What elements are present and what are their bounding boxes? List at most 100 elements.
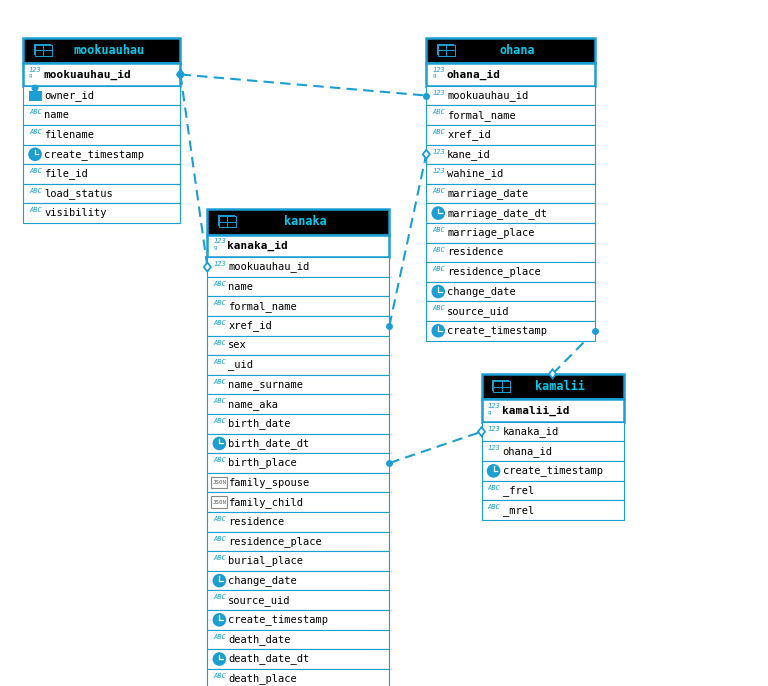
Bar xyxy=(23,63,180,86)
Bar xyxy=(426,164,595,184)
Text: create_timestamp: create_timestamp xyxy=(502,465,603,476)
Text: JSON: JSON xyxy=(213,499,227,505)
Bar xyxy=(35,45,51,56)
Circle shape xyxy=(432,285,445,298)
Text: _uid: _uid xyxy=(228,359,253,370)
Text: ABC: ABC xyxy=(214,536,226,542)
Bar xyxy=(207,532,389,552)
Text: marriage_date: marriage_date xyxy=(447,188,528,199)
Text: _mrel: _mrel xyxy=(502,505,534,515)
Bar xyxy=(207,355,389,375)
Bar xyxy=(482,500,624,520)
Text: source_uid: source_uid xyxy=(228,595,291,606)
Bar xyxy=(207,296,389,316)
Text: residence: residence xyxy=(447,248,504,257)
Circle shape xyxy=(213,573,226,587)
Text: 123: 123 xyxy=(488,445,500,451)
Bar xyxy=(439,46,455,57)
Text: file_id: file_id xyxy=(44,169,88,179)
Bar xyxy=(426,38,595,63)
Text: ABC: ABC xyxy=(214,634,226,639)
Text: ABC: ABC xyxy=(214,458,226,463)
Text: 123: 123 xyxy=(432,67,445,73)
Bar xyxy=(207,669,389,686)
Text: ohana_id: ohana_id xyxy=(446,69,500,80)
Text: 123: 123 xyxy=(29,67,41,73)
Polygon shape xyxy=(422,150,430,159)
Bar xyxy=(207,414,389,434)
Text: mookuauhau_id: mookuauhau_id xyxy=(43,69,131,80)
Text: kanaka_id: kanaka_id xyxy=(227,241,288,251)
Circle shape xyxy=(213,436,226,450)
Bar xyxy=(482,461,624,481)
Text: g: g xyxy=(29,73,32,78)
Text: ohana_id: ohana_id xyxy=(502,446,552,457)
Text: ABC: ABC xyxy=(29,188,41,193)
Bar xyxy=(482,442,624,461)
Polygon shape xyxy=(549,369,556,379)
Bar xyxy=(23,106,180,125)
Text: load_status: load_status xyxy=(44,188,113,199)
Bar xyxy=(220,217,237,228)
Bar xyxy=(34,44,51,55)
Text: birth_place: birth_place xyxy=(228,458,297,469)
Circle shape xyxy=(28,147,41,161)
Text: family_child: family_child xyxy=(228,497,303,508)
Bar xyxy=(426,243,595,262)
Text: kamalii: kamalii xyxy=(535,380,584,393)
Bar xyxy=(23,38,180,63)
Text: ABC: ABC xyxy=(432,188,445,193)
Text: birth_date: birth_date xyxy=(228,418,291,429)
Text: source_uid: source_uid xyxy=(447,306,510,316)
Text: _frel: _frel xyxy=(502,485,534,496)
Bar xyxy=(426,145,595,164)
Text: ABC: ABC xyxy=(214,516,226,522)
Text: create_timestamp: create_timestamp xyxy=(447,325,548,336)
Text: ABC: ABC xyxy=(488,485,500,490)
Text: visibility: visibility xyxy=(44,208,107,218)
Text: ABC: ABC xyxy=(432,109,445,115)
Bar xyxy=(218,215,235,226)
Text: 123: 123 xyxy=(432,149,445,154)
Text: ABC: ABC xyxy=(214,418,226,424)
Bar xyxy=(482,481,624,500)
Text: ABC: ABC xyxy=(29,168,41,174)
Bar xyxy=(426,125,595,145)
Bar xyxy=(219,217,236,228)
Bar xyxy=(426,184,595,203)
Text: ABC: ABC xyxy=(214,379,226,385)
Bar xyxy=(207,649,389,669)
Bar xyxy=(482,399,624,422)
Bar xyxy=(35,46,52,57)
Text: birth_date_dt: birth_date_dt xyxy=(228,438,310,449)
Bar xyxy=(207,257,389,277)
Text: ohana: ohana xyxy=(500,44,535,57)
Text: name: name xyxy=(44,110,69,120)
Bar xyxy=(207,335,389,355)
Text: xref_id: xref_id xyxy=(447,129,491,140)
Text: ABC: ABC xyxy=(29,129,41,135)
Text: ABC: ABC xyxy=(214,320,226,326)
Bar xyxy=(23,184,180,203)
Text: mookuauhau: mookuauhau xyxy=(73,44,144,57)
Text: mookuauhau_id: mookuauhau_id xyxy=(228,261,310,272)
Bar xyxy=(207,394,389,414)
Text: 123: 123 xyxy=(214,239,226,244)
Text: create_timestamp: create_timestamp xyxy=(228,615,329,625)
Bar xyxy=(207,473,389,493)
Text: xref_id: xref_id xyxy=(228,320,272,331)
Text: ABC: ABC xyxy=(432,129,445,135)
Bar xyxy=(211,497,227,508)
Text: filename: filename xyxy=(44,130,94,140)
Text: ABC: ABC xyxy=(488,504,500,510)
Bar xyxy=(493,381,510,392)
Bar xyxy=(207,316,389,335)
Bar xyxy=(23,203,180,223)
Text: JSON: JSON xyxy=(213,480,227,485)
Text: g: g xyxy=(214,245,217,250)
Text: kamalii_id: kamalii_id xyxy=(502,405,569,416)
Text: ABC: ABC xyxy=(214,281,226,287)
Text: death_date_dt: death_date_dt xyxy=(228,654,310,665)
Bar xyxy=(426,321,595,340)
Polygon shape xyxy=(204,263,211,272)
